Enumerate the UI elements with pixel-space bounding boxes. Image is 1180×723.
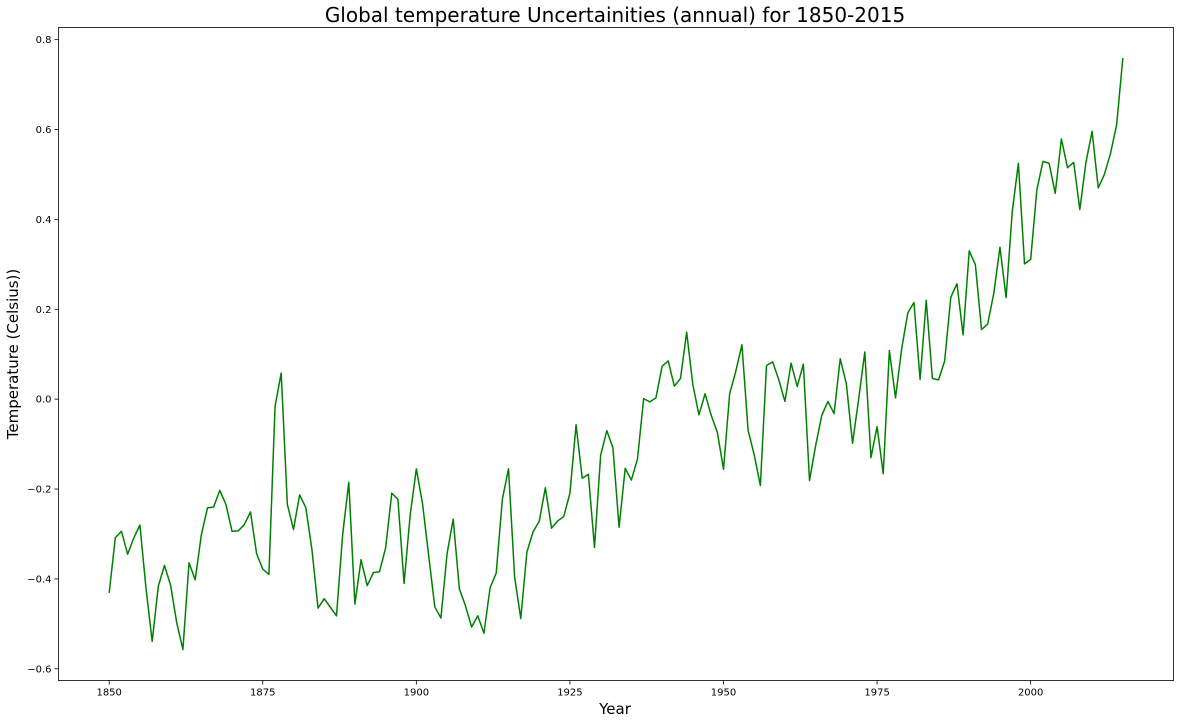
x-tick-label: 2000 bbox=[1018, 688, 1043, 699]
x-tick-label: 1875 bbox=[250, 688, 275, 699]
x-tick-label: 1900 bbox=[404, 688, 429, 699]
y-axis-ticks: −0.6 −0.4 −0.2 0.0 0.2 0.4 0.6 0.8 bbox=[27, 35, 59, 675]
x-tick-label: 1950 bbox=[711, 688, 736, 699]
y-tick-label: −0.6 bbox=[27, 664, 51, 675]
series-line bbox=[108, 57, 1124, 651]
y-tick-label: 0.2 bbox=[36, 305, 52, 316]
y-tick-label: 0.4 bbox=[36, 215, 52, 226]
chart-title: Global temperature Uncertainities (annua… bbox=[325, 3, 905, 27]
x-axis-ticks: 1850 1875 1900 1925 1950 1975 2000 bbox=[96, 680, 1043, 699]
x-tick-label: 1975 bbox=[864, 688, 889, 699]
x-axis-label: Year bbox=[598, 700, 632, 718]
y-tick-label: 0.0 bbox=[36, 395, 52, 406]
x-tick-label: 1850 bbox=[96, 688, 121, 699]
y-axis-label: Temperature (Celsius)) bbox=[4, 269, 22, 441]
axes-frame bbox=[58, 27, 1174, 681]
y-tick-label: 0.8 bbox=[36, 35, 52, 46]
plot-area: 1850 1875 1900 1925 1950 1975 2000 −0.6−0.4−0.… bbox=[27, 27, 1174, 699]
y-tick-label: −0.2 bbox=[27, 485, 51, 496]
y-tick-label: 0.6 bbox=[36, 125, 52, 136]
x-tick-label: 1925 bbox=[557, 688, 582, 699]
y-tick-label: −0.4 bbox=[27, 574, 51, 585]
